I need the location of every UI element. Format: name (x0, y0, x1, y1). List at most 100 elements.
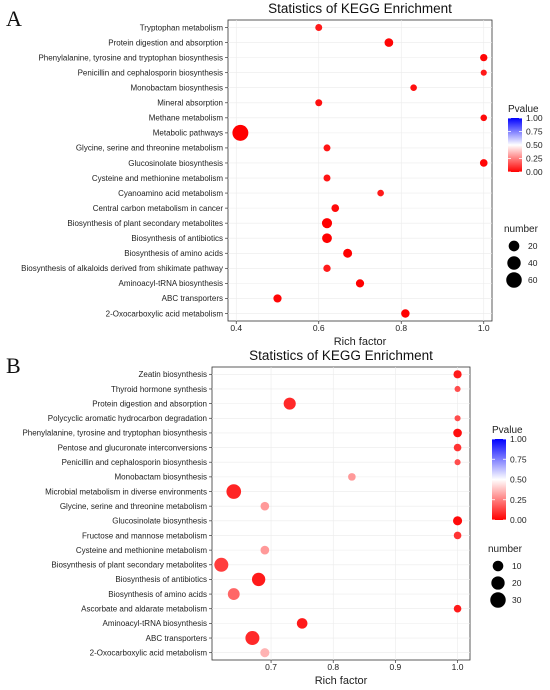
y-tick-label: Polycyclic aromatic hydrocarbon degradat… (48, 414, 207, 423)
data-point (480, 69, 487, 76)
pvalue-colorbar (492, 439, 506, 520)
y-tick-label: Glycine, serine and threonine metabolism (60, 502, 208, 511)
x-axis-label: Rich factor (334, 336, 387, 348)
y-tick-label: Methane metabolism (149, 114, 224, 123)
data-point (323, 264, 331, 272)
y-tick-label: Mineral absorption (157, 99, 223, 108)
y-tick-label: Thyroid hormone synthesis (111, 385, 207, 394)
data-point (479, 159, 488, 167)
pvalue-legend-label: 0.00 (510, 515, 527, 525)
pvalue-legend-label: 0.50 (526, 140, 543, 150)
pvalue-legend-title: Pvalue (492, 425, 523, 436)
data-point (251, 572, 266, 587)
data-point (323, 144, 331, 152)
data-point (260, 545, 270, 555)
chart-title: Statistics of KEGG Enrichment (249, 348, 433, 363)
number-legend-label: 30 (512, 595, 522, 605)
pvalue-legend-label: 0.25 (510, 495, 527, 505)
number-legend-label: 60 (528, 275, 538, 285)
y-tick-label: Biosynthesis of alkaloids derived from s… (21, 264, 223, 273)
pvalue-colorbar (508, 118, 522, 172)
data-point (377, 189, 384, 197)
pvalue-legend-title: Pvalue (508, 104, 539, 115)
y-tick-label: Protein digestion and absorption (108, 38, 223, 47)
y-tick-label: ABC transporters (162, 294, 223, 303)
y-tick-label: Cysteine and methionine metabolism (76, 546, 208, 555)
data-point (480, 114, 488, 122)
data-point (322, 233, 332, 244)
data-point (331, 204, 340, 212)
plot-area (227, 19, 493, 322)
number-legend-label: 20 (528, 241, 538, 251)
data-point (232, 124, 249, 141)
pvalue-legend-label: 0.75 (526, 127, 543, 137)
data-point (260, 501, 270, 511)
data-point (315, 24, 323, 32)
pvalue-legend-label: 1.00 (510, 434, 527, 444)
data-point (355, 279, 365, 288)
pvalue-legend-label: 1.00 (526, 113, 543, 123)
x-tick-label: 1.0 (452, 662, 464, 672)
y-tick-label: Biosynthesis of antibiotics (115, 575, 207, 584)
x-tick-label: 0.7 (265, 662, 277, 672)
y-tick-label: Ascorbate and aldarate metabolism (81, 605, 207, 614)
y-tick-label: Pentose and glucuronate interconversions (58, 443, 207, 452)
y-tick-label: Protein digestion and absorption (92, 399, 207, 408)
data-point (453, 428, 462, 438)
data-point (453, 370, 462, 379)
y-tick-label: Penicillin and cephalosporin biosynthesi… (62, 458, 207, 467)
y-tick-label: Microbial metabolism in diverse environm… (45, 487, 207, 496)
pvalue-legend-label: 0.00 (526, 167, 543, 177)
pvalue-legend-label: 0.50 (510, 475, 527, 485)
data-point (260, 648, 270, 658)
x-tick-label: 0.8 (327, 662, 339, 672)
y-tick-label: Biosynthesis of plant secondary metaboli… (51, 561, 207, 570)
data-point (245, 631, 260, 646)
y-tick-label: Penicillin and cephalosporin biosynthesi… (78, 68, 223, 77)
y-tick-label: ABC transporters (146, 634, 207, 643)
number-legend-title: number (488, 544, 523, 555)
y-tick-label: 2-Oxocarboxylic acid metabolism (106, 309, 224, 318)
y-tick-label: Cyanoamino acid metabolism (118, 189, 223, 198)
number-legend-label: 10 (512, 561, 522, 571)
y-tick-label: Phenylalanine, tyrosine and tryptophan b… (22, 429, 207, 438)
panel-label: B (6, 353, 21, 378)
data-point (296, 618, 308, 629)
data-point (453, 516, 463, 526)
number-legend-circle (506, 272, 522, 288)
pvalue-legend-label: 0.25 (526, 154, 543, 164)
chart-panel-b: B Statistics of KEGG Enrichment 0.7 0.8 0.9 1… (6, 348, 527, 687)
data-point (453, 604, 462, 613)
x-tick-label: 0.4 (230, 323, 242, 333)
data-point (453, 443, 462, 452)
y-tick-label: Glucosinolate biosynthesis (112, 517, 207, 526)
y-tick-label: Central carbon metabolism in cancer (93, 204, 224, 213)
number-legend-title: number (504, 224, 539, 235)
y-tick-label: Cysteine and methionine metabolism (92, 174, 224, 183)
data-point (283, 397, 296, 410)
y-tick-label: Monobactam biosynthesis (115, 473, 208, 482)
x-axis-label: Rich factor (315, 675, 368, 687)
data-point (454, 385, 461, 393)
chart-title: Statistics of KEGG Enrichment (268, 1, 452, 16)
y-tick-label: Biosynthesis of amino acids (108, 590, 207, 599)
x-tick-label: 0.9 (389, 662, 401, 672)
y-tick-label: Fructose and mannose metabolism (82, 531, 207, 540)
y-tick-label: Aminoacyl-tRNA biosynthesis (103, 619, 207, 628)
panel-label: A (6, 6, 22, 31)
pvalue-legend-label: 0.75 (510, 454, 527, 464)
data-point (384, 38, 394, 47)
number-legend-circle (508, 240, 520, 252)
number-legend-label: 20 (512, 578, 522, 588)
y-tick-label: Biosynthesis of antibiotics (131, 234, 223, 243)
x-tick-label: 0.6 (313, 323, 325, 333)
y-tick-label: Zeatin biosynthesis (139, 370, 207, 379)
data-point (273, 294, 282, 303)
data-point (226, 484, 242, 499)
y-tick-label: Glycine, serine and threonine metabolism (76, 144, 224, 153)
data-point (315, 99, 323, 107)
data-point (343, 248, 353, 258)
data-point (410, 84, 417, 92)
number-legend-circle (492, 560, 504, 572)
